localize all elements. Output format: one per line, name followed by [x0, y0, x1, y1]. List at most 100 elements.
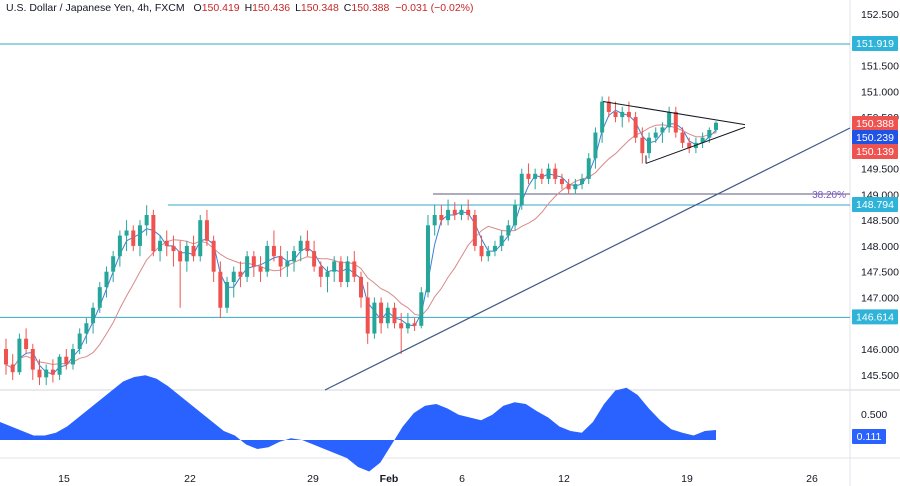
- candle-body: [533, 173, 538, 179]
- candle-body: [131, 230, 136, 246]
- candle-body: [37, 369, 42, 378]
- candle-body: [91, 307, 96, 324]
- candle-body: [613, 111, 618, 118]
- candle-body: [513, 204, 518, 226]
- chart-legend: U.S. Dollar / Japanese Yen, 4h, FXCM O15…: [6, 2, 474, 14]
- candle-body: [211, 240, 216, 272]
- candle-body: [472, 215, 477, 246]
- candle-body: [466, 209, 471, 215]
- price-tick-label: 151.500: [861, 61, 899, 73]
- candle-body: [506, 225, 511, 236]
- osc-tick-label: 0.500: [861, 409, 887, 421]
- candle-body: [667, 111, 672, 128]
- candle-body: [707, 129, 712, 138]
- support-badge-bg: [852, 309, 898, 325]
- candle-body: [111, 256, 116, 272]
- candle-body: [566, 184, 571, 190]
- candle-body: [405, 323, 410, 329]
- candle-body: [492, 245, 497, 252]
- oscillator-pane: 0.500 0.111: [0, 375, 887, 472]
- candle-body: [151, 215, 156, 252]
- candle-body: [586, 158, 591, 179]
- price-tick-label: 151.000: [861, 86, 899, 98]
- candle-body: [84, 323, 89, 334]
- trendline: [324, 127, 851, 391]
- candle-body: [164, 240, 169, 246]
- low-key: L: [295, 2, 301, 14]
- candle-body: [238, 271, 243, 277]
- candle-body: [399, 323, 404, 329]
- candle-body: [573, 184, 578, 190]
- candle-body: [439, 215, 444, 221]
- last-price-badge-text: 150.388: [856, 118, 894, 130]
- fast-ma-badge-text: 150.239: [856, 132, 894, 144]
- time-tick-label: 29: [307, 473, 319, 485]
- breakout-badge-text: 148.794: [856, 199, 894, 211]
- candle-body: [580, 178, 585, 185]
- candle-body: [660, 127, 665, 133]
- candles: [4, 96, 718, 386]
- candle-body: [479, 245, 484, 257]
- candle-body: [526, 173, 531, 179]
- candle-body: [10, 364, 15, 373]
- candle-body: [17, 338, 22, 373]
- price-tick-label: 148.500: [861, 215, 899, 227]
- candle-body: [332, 261, 337, 272]
- price-tick-label: 147.000: [861, 292, 899, 304]
- candle-body: [312, 251, 317, 267]
- candle-body: [64, 356, 69, 365]
- price-axis[interactable]: 152.500151.500151.000150.500149.500149.0…: [852, 9, 899, 382]
- candle-body: [292, 251, 297, 262]
- candle-body: [385, 307, 390, 324]
- candle-body: [44, 369, 49, 378]
- change-value: −0.031 (−0.02%): [395, 2, 474, 14]
- fast-ma-line: [5, 109, 717, 375]
- candle-body: [158, 240, 163, 252]
- candle-body: [97, 287, 102, 308]
- fib-label: 38.20%: [812, 190, 846, 201]
- horizontal-levels: 38.20%: [0, 43, 850, 318]
- symbol-label: U.S. Dollar / Japanese Yen, 4h, FXCM: [6, 2, 185, 14]
- price-tick-label: 149.500: [861, 164, 899, 176]
- candle-body: [365, 297, 370, 334]
- resistance-badge-text: 151.919: [856, 38, 894, 50]
- candle-body: [425, 225, 430, 293]
- candle-body: [271, 245, 276, 257]
- candle-body: [553, 168, 558, 179]
- candle-body: [714, 122, 718, 130]
- candle-body: [647, 137, 652, 154]
- time-axis[interactable]: 15 22 29 Feb 6 12 19 26: [58, 473, 818, 485]
- candle-body: [379, 302, 384, 324]
- time-tick-label: 22: [184, 473, 196, 485]
- open-value: 150.419: [201, 2, 240, 14]
- resistance-badge-bg: [852, 35, 898, 51]
- candle-body: [680, 132, 685, 143]
- last-price-badge-bg: [852, 116, 898, 131]
- candle-body: [620, 111, 625, 118]
- time-tick-label: 15: [58, 473, 70, 485]
- candle-body: [57, 356, 62, 375]
- candle-body: [593, 132, 598, 159]
- price-tick-label: 146.000: [861, 344, 899, 356]
- time-tick-label: 19: [681, 473, 693, 485]
- candle-body: [546, 168, 551, 179]
- time-tick-label: 6: [459, 473, 465, 485]
- candle-body: [633, 117, 638, 138]
- price-tick-label: 145.500: [861, 370, 899, 382]
- fast-ma-badge-bg: [852, 130, 898, 145]
- candle-body: [198, 220, 203, 257]
- time-tick-label: 26: [806, 473, 818, 485]
- candle-body: [278, 256, 283, 267]
- price-tick-label: 147.500: [861, 267, 899, 279]
- candle-body: [245, 256, 250, 277]
- candle-body: [178, 251, 183, 262]
- candle-body: [499, 235, 504, 246]
- candle-body: [184, 245, 189, 262]
- candle-body: [144, 215, 149, 226]
- candle-body: [673, 111, 678, 133]
- candle-body: [318, 266, 323, 277]
- low-value: 150.348: [300, 2, 339, 14]
- triangle-upper: [602, 100, 746, 126]
- candle-body: [519, 173, 524, 205]
